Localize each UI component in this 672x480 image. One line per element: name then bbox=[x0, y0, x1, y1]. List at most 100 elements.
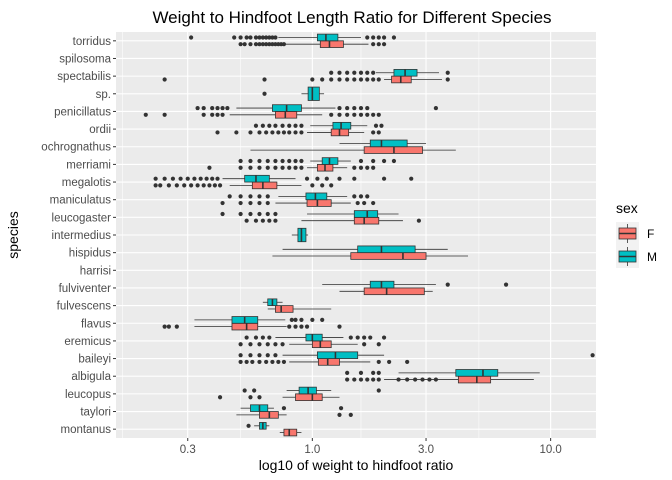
outlier-point bbox=[267, 218, 272, 223]
box-iqr bbox=[283, 428, 298, 437]
outlier-point bbox=[210, 176, 215, 181]
outlier-point bbox=[262, 91, 267, 96]
outlier-point bbox=[248, 200, 253, 206]
y-tick-label: leucopus bbox=[65, 389, 111, 401]
outlier-point bbox=[207, 183, 212, 188]
outlier-point bbox=[413, 377, 418, 382]
outlier-point bbox=[270, 359, 275, 365]
outlier-point bbox=[257, 200, 262, 206]
outlier-point bbox=[267, 42, 272, 47]
outlier-point bbox=[185, 176, 190, 181]
outlier-point bbox=[293, 165, 298, 170]
boxplot-torridus-M bbox=[189, 33, 397, 42]
outlier-point bbox=[162, 112, 167, 117]
outlier-point bbox=[265, 165, 270, 170]
boxplot-albigula-M bbox=[345, 369, 540, 377]
outlier-point bbox=[310, 317, 315, 323]
outlier-point bbox=[365, 165, 370, 170]
outlier-point bbox=[248, 165, 253, 170]
y-tick-label: spectabilis bbox=[57, 71, 111, 83]
outlier-point bbox=[162, 77, 167, 82]
outlier-point bbox=[299, 158, 304, 164]
boxplot-eremicus-F bbox=[238, 340, 381, 349]
box-iqr bbox=[231, 322, 259, 331]
outlier-point bbox=[376, 35, 381, 40]
outlier-point bbox=[381, 176, 387, 181]
outlier-point bbox=[250, 359, 255, 365]
y-tick-label: baileyi bbox=[78, 354, 111, 366]
outlier-point bbox=[329, 70, 334, 75]
outlier-point bbox=[365, 194, 370, 199]
outlier-point bbox=[273, 353, 278, 358]
outlier-point bbox=[253, 335, 259, 340]
boxplot-fulviventer-M bbox=[322, 280, 509, 289]
outlier-point bbox=[201, 105, 206, 111]
outlier-point bbox=[264, 359, 269, 365]
boxplot-penicillatus-M bbox=[195, 104, 439, 112]
outlier-point bbox=[265, 194, 270, 199]
outlier-point bbox=[345, 77, 350, 82]
outlier-point bbox=[358, 77, 364, 82]
outlier-point bbox=[248, 35, 253, 40]
boxplots bbox=[143, 33, 595, 437]
boxplot-leucopus-F bbox=[217, 393, 340, 401]
outlier-point bbox=[304, 324, 310, 329]
outlier-point bbox=[257, 35, 262, 40]
outlier-point bbox=[293, 317, 298, 323]
outlier-point bbox=[189, 183, 194, 188]
outlier-point bbox=[376, 359, 381, 365]
boxplot-megalotis-M bbox=[153, 174, 414, 183]
outlier-point bbox=[253, 42, 259, 47]
outlier-point bbox=[329, 112, 334, 117]
outlier-point bbox=[590, 353, 595, 358]
outlier-point bbox=[345, 70, 350, 75]
outlier-point bbox=[227, 194, 232, 199]
outlier-point bbox=[280, 165, 285, 170]
outlier-point bbox=[287, 123, 292, 128]
outlier-point bbox=[143, 112, 148, 117]
outlier-point bbox=[503, 282, 509, 287]
outlier-point bbox=[358, 105, 364, 111]
outlier-point bbox=[345, 105, 350, 111]
outlier-point bbox=[232, 35, 237, 40]
outlier-point bbox=[362, 200, 367, 206]
outlier-point bbox=[178, 176, 183, 181]
boxplot-penicillatus-F bbox=[143, 111, 381, 119]
outlier-point bbox=[376, 77, 381, 82]
box-iqr bbox=[306, 199, 332, 207]
outlier-point bbox=[257, 342, 262, 347]
outlier-point bbox=[310, 183, 315, 188]
outlier-point bbox=[358, 165, 364, 170]
outlier-point bbox=[416, 218, 421, 223]
outlier-point bbox=[433, 105, 439, 111]
outlier-point bbox=[273, 35, 278, 40]
outlier-point bbox=[376, 370, 381, 375]
outlier-point bbox=[365, 105, 370, 111]
box-iqr bbox=[251, 181, 278, 190]
boxplot-flavus-M bbox=[194, 316, 325, 324]
outlier-point bbox=[304, 176, 310, 181]
outlier-point bbox=[210, 112, 215, 117]
outlier-point bbox=[299, 324, 304, 329]
outlier-point bbox=[162, 324, 167, 329]
outlier-point bbox=[355, 200, 360, 206]
outlier-point bbox=[273, 218, 278, 223]
outlier-point bbox=[337, 176, 342, 181]
outlier-point bbox=[238, 359, 243, 365]
outlier-point bbox=[242, 388, 247, 393]
outlier-point bbox=[358, 370, 364, 375]
outlier-point bbox=[371, 35, 376, 40]
outlier-point bbox=[371, 130, 376, 135]
outlier-point bbox=[281, 406, 287, 411]
x-axis-title: log10 of weight to hindfoot ratio bbox=[259, 457, 454, 473]
outlier-point bbox=[376, 342, 381, 347]
outlier-point bbox=[320, 317, 325, 323]
box-iqr bbox=[316, 351, 359, 359]
outlier-point bbox=[310, 77, 315, 82]
outlier-point bbox=[257, 158, 262, 164]
outlier-point bbox=[373, 123, 379, 128]
outlier-point bbox=[329, 183, 334, 188]
outlier-point bbox=[376, 130, 381, 135]
outlier-point bbox=[376, 42, 381, 47]
outlier-point bbox=[365, 377, 370, 382]
